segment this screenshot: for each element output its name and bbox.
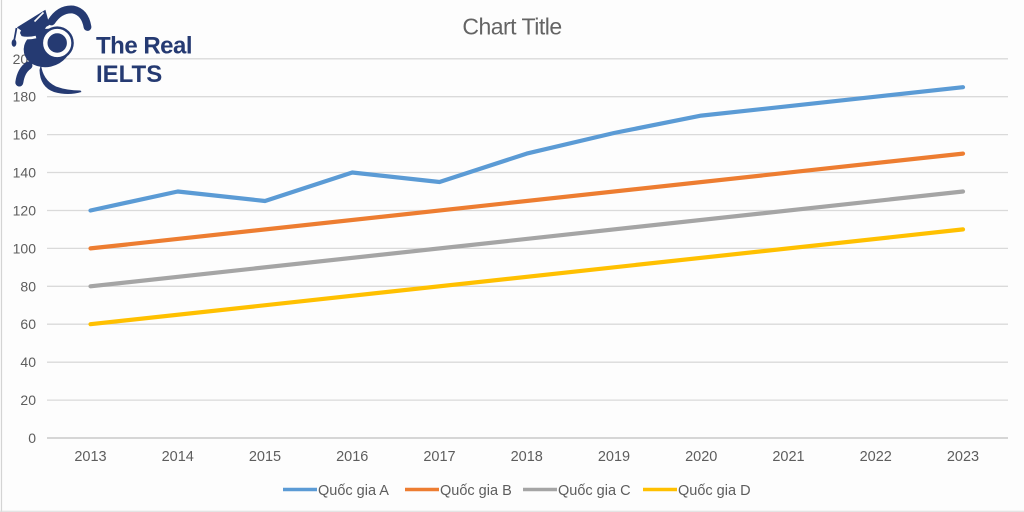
svg-text:2013: 2013 <box>74 449 106 465</box>
svg-text:Quốc gia D: Quốc gia D <box>678 483 751 499</box>
svg-text:140: 140 <box>13 165 37 181</box>
svg-text:2023: 2023 <box>947 449 979 465</box>
svg-text:160: 160 <box>13 127 37 143</box>
svg-text:Chart Title: Chart Title <box>462 14 561 40</box>
svg-text:2014: 2014 <box>162 449 194 465</box>
svg-text:Quốc gia C: Quốc gia C <box>558 483 631 499</box>
svg-text:20: 20 <box>20 392 36 408</box>
svg-text:Quốc gia A: Quốc gia A <box>318 483 389 499</box>
svg-text:2020: 2020 <box>685 449 717 465</box>
svg-text:120: 120 <box>13 203 37 219</box>
svg-text:2018: 2018 <box>511 449 543 465</box>
svg-text:60: 60 <box>20 316 36 332</box>
svg-text:Quốc gia B: Quốc gia B <box>440 483 512 499</box>
svg-text:2015: 2015 <box>249 449 281 465</box>
svg-text:40: 40 <box>20 354 36 370</box>
svg-text:2022: 2022 <box>860 449 892 465</box>
svg-text:IELTS: IELTS <box>96 61 162 88</box>
svg-text:2017: 2017 <box>423 449 455 465</box>
svg-text:180: 180 <box>13 89 37 105</box>
svg-text:80: 80 <box>20 278 36 294</box>
svg-text:The Real: The Real <box>96 33 192 60</box>
svg-text:0: 0 <box>28 430 36 446</box>
svg-text:100: 100 <box>13 240 37 256</box>
svg-text:2019: 2019 <box>598 449 630 465</box>
svg-text:2016: 2016 <box>336 449 368 465</box>
svg-text:2021: 2021 <box>772 449 804 465</box>
